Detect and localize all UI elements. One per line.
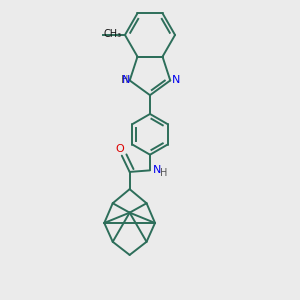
Text: H: H — [160, 168, 167, 178]
Text: H: H — [121, 76, 128, 85]
Text: O: O — [116, 144, 124, 154]
Text: N: N — [152, 165, 161, 176]
Text: N: N — [172, 76, 180, 85]
Text: N: N — [122, 76, 130, 85]
Text: CH₃: CH₃ — [104, 29, 122, 39]
